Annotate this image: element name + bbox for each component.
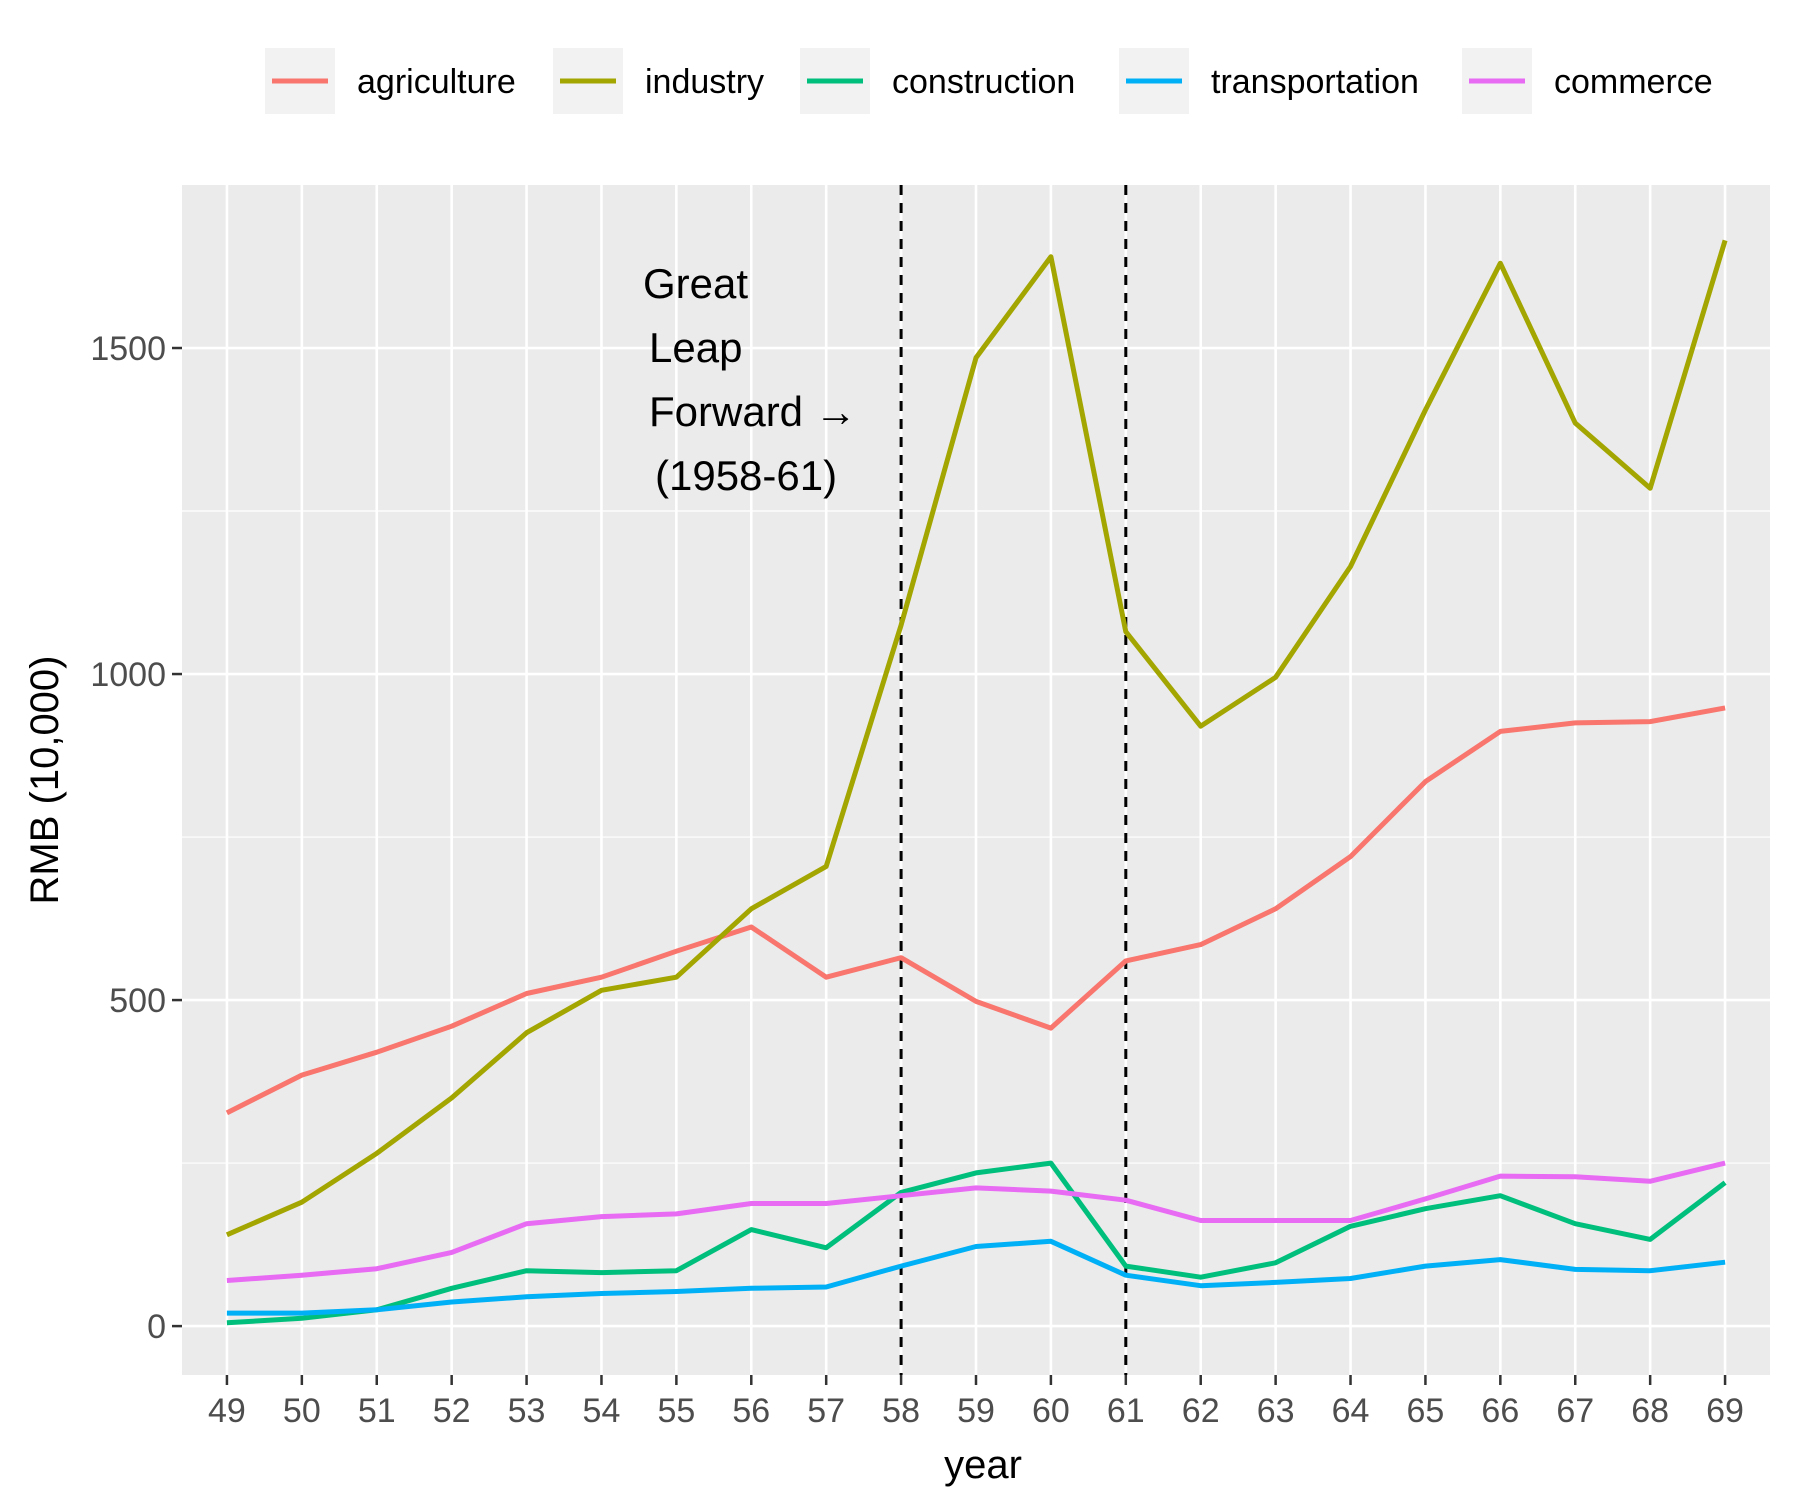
y-tick-label: 0	[147, 1308, 166, 1346]
x-tick-label: 50	[283, 1392, 321, 1430]
x-tick-label: 54	[583, 1392, 621, 1430]
x-tick-label: 60	[1032, 1392, 1070, 1430]
series-line-construction	[226, 1160, 1727, 1326]
x-tick-label: 59	[957, 1392, 995, 1430]
legend-label-agriculture: agriculture	[357, 63, 516, 101]
x-tick-label: 69	[1706, 1392, 1744, 1430]
x-tick-label: 49	[208, 1392, 246, 1430]
gridlines	[182, 185, 1770, 1375]
x-tick-label: 53	[508, 1392, 546, 1430]
x-tick-label: 58	[882, 1392, 920, 1430]
x-tick-label: 52	[433, 1392, 471, 1430]
legend-label-industry: industry	[645, 63, 764, 101]
series-line-industry	[225, 239, 1728, 1238]
x-tick-label: 63	[1257, 1392, 1295, 1430]
legend-label-transportation: transportation	[1211, 63, 1419, 101]
x-tick-label: 51	[358, 1392, 396, 1430]
y-tick-label: 1000	[90, 656, 166, 694]
y-axis-title: RMB (10,000)	[23, 656, 67, 905]
series-lines	[225, 239, 1728, 1326]
annotation-line: (1958-61)	[655, 452, 837, 499]
x-tick-label: 62	[1182, 1392, 1220, 1430]
annotation-line: Great	[643, 260, 748, 307]
series-line-agriculture	[225, 705, 1726, 1116]
x-tick-label: 65	[1407, 1392, 1445, 1430]
x-axis-title: year	[944, 1443, 1022, 1487]
annotation: Great Leap Forward → (1958-61)	[643, 260, 857, 499]
x-tick-label: 67	[1556, 1392, 1594, 1430]
annotation-line: Leap	[649, 324, 742, 371]
y-tick-label: 500	[109, 982, 166, 1020]
x-axis: 49 50 51 52 53 54 55 56 57 58 59 60 61 62 63 64 65 66 67 68…	[208, 1375, 1744, 1430]
y-axis: 0 500 1000 1500	[90, 330, 182, 1346]
series-line-transportation	[226, 1238, 1726, 1316]
x-tick-label: 66	[1481, 1392, 1519, 1430]
y-tick-label: 1500	[90, 330, 166, 368]
reference-lines	[899, 185, 1128, 1375]
x-tick-label: 55	[657, 1392, 695, 1430]
x-tick-label: 64	[1332, 1392, 1370, 1430]
legend: agriculture industry construction transport…	[265, 48, 1713, 114]
legend-label-commerce: commerce	[1554, 63, 1713, 101]
x-tick-label: 61	[1107, 1392, 1145, 1430]
x-tick-label: 57	[807, 1392, 845, 1430]
series-line-commerce	[226, 1160, 1726, 1283]
x-tick-label: 68	[1631, 1392, 1669, 1430]
annotation-line: Forward →	[649, 388, 857, 435]
x-tick-label: 56	[732, 1392, 770, 1430]
legend-label-construction: construction	[892, 63, 1075, 101]
